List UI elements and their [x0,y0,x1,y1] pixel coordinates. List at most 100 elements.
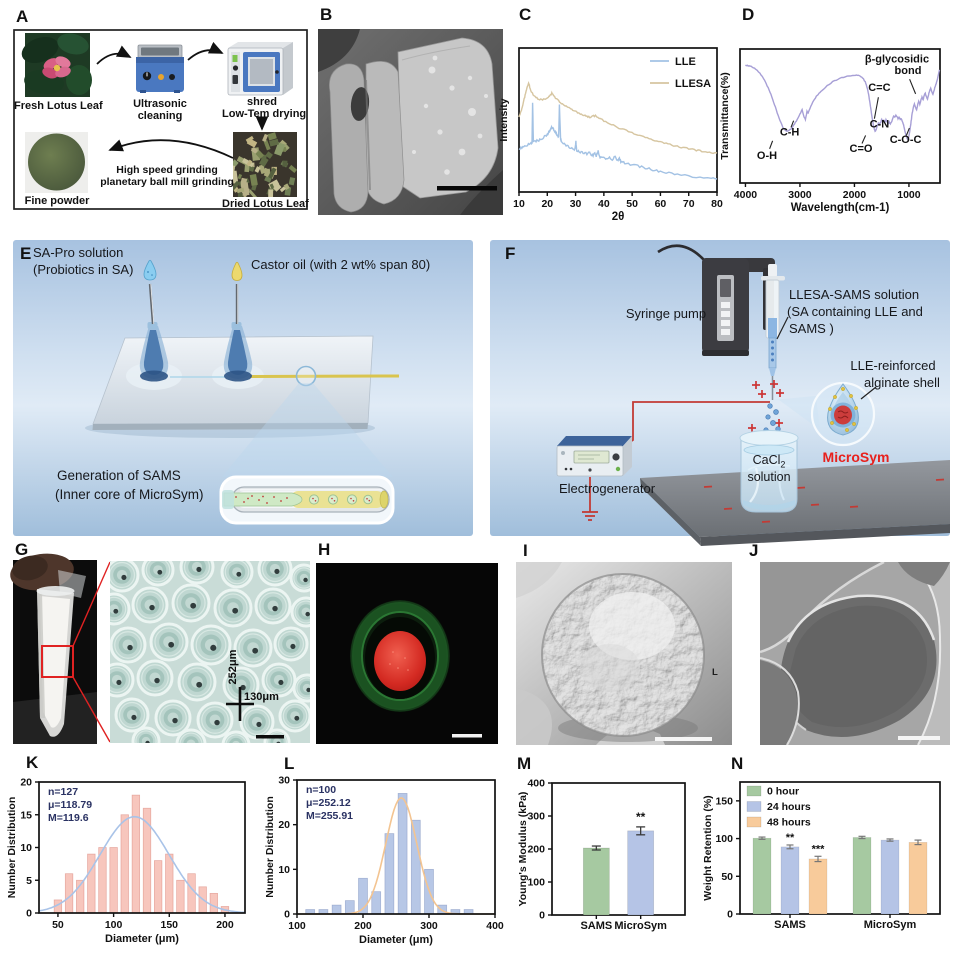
panel-label-c: C [519,5,532,24]
label-alginate-shell: alginate shell [864,375,940,390]
panel-label-m: M [517,754,532,773]
panel-label-i: I [523,541,528,560]
panel-label-j: J [749,541,759,560]
svg-text:300: 300 [527,811,545,823]
svg-text:5: 5 [26,875,32,887]
svg-text:100: 100 [527,877,545,889]
red-core [374,631,426,691]
svg-text:50: 50 [626,198,638,210]
svg-text:20: 20 [20,777,32,789]
svg-text:50: 50 [721,871,733,883]
svg-text:0 hour: 0 hour [767,786,799,798]
svg-text:400: 400 [486,920,504,932]
svg-text:Weight Retention (%): Weight Retention (%) [702,795,714,900]
svg-text:70: 70 [683,198,695,210]
svg-text:10: 10 [278,864,290,876]
label-probiotics-in-sa: (Probiotics in SA) [33,262,134,277]
caption-cleaning: cleaning [137,110,183,122]
annotation-outer-diameter: 252μm [227,649,239,685]
svg-text:***: *** [812,843,826,855]
svg-text:C-H: C-H [780,126,800,138]
caption-shred: shred [247,96,277,108]
label-llesa-sams-3: SAMS ) [789,321,834,336]
panel-f-diagram [490,240,950,546]
svg-text:bond: bond [895,65,922,77]
minus-charges [703,478,945,523]
svg-text:2000: 2000 [843,189,867,201]
svg-text:MicroSym: MicroSym [864,919,917,931]
label-electrogenerator: Electrogenerator [558,481,656,496]
fresh-lotus-leaf-photo [21,33,92,97]
svg-text:C=O: C=O [850,143,873,155]
svg-text:n=100: n=100 [306,784,336,796]
caption-grinding-1: High speed grinding [116,164,218,176]
svg-text:MicroSym: MicroSym [614,920,667,932]
svg-text:48 hours: 48 hours [767,817,811,829]
magnifier-circle-icon [295,365,317,387]
label-sa-pro-solution: SA-Pro solution [33,245,124,260]
svg-text:Diameter (μm): Diameter (μm) [105,933,179,945]
ultrasonic-cleaner-icon [136,44,184,93]
needle-castor-oil [223,261,253,382]
label-generation-of-sams: Generation of SAMS [57,468,181,483]
caption-dried-lotus-leaf: Dried Lotus Leaf [222,198,309,210]
beaker-icon [739,430,799,513]
syringe-plunger [768,264,777,277]
svg-text:C-O-C: C-O-C [890,134,922,146]
svg-text:80: 80 [711,198,723,210]
svg-text:**: ** [636,810,646,824]
label-inner-core: (Inner core of MicroSym) [55,487,204,502]
svg-text:150: 150 [161,919,179,931]
svg-text:SAMS: SAMS [774,919,806,931]
label-syringe-pump: Syringe pump [625,306,707,321]
electrogenerator-icon [556,436,632,477]
panel-label-f: F [505,244,516,263]
panel-label-a: A [16,7,29,26]
svg-text:30: 30 [570,198,582,210]
panel-label-g: G [15,540,29,559]
svg-text:Transmittance(%): Transmittance(%) [719,72,731,160]
svg-text:1000: 1000 [897,189,921,201]
svg-text:200: 200 [216,919,234,931]
panel-label-e: E [20,244,32,263]
yellow-droplet-icon [231,261,243,281]
svg-text:20: 20 [278,819,290,831]
caption-grinding-2: planetary ball mill grinding [100,176,234,188]
svg-text:400: 400 [527,778,545,790]
svg-text:β-glycosidic: β-glycosidic [865,53,929,65]
svg-text:20: 20 [541,198,553,210]
svg-text:Wavelength(cm-1): Wavelength(cm-1) [791,202,890,214]
svg-text:μ=118.79: μ=118.79 [48,799,92,811]
panel-a-flow-diagram [13,29,308,210]
zoom-region-box [41,645,74,678]
svg-text:M=119.6: M=119.6 [48,812,89,824]
svg-text:30: 30 [278,775,290,787]
svg-text:2θ: 2θ [612,211,625,223]
svg-text:150: 150 [715,795,733,807]
annotation-inner-diameter: 130μm [244,691,279,703]
microsym-capsule-illustration [827,383,859,436]
svg-text:200: 200 [354,920,372,932]
svg-text:Number Distribution: Number Distribution [6,797,18,899]
syringe-pump-icon [657,244,785,400]
svg-text:0: 0 [284,909,290,921]
caption-ultrasonic: Ultrasonic [133,98,187,110]
svg-text:10: 10 [20,842,32,854]
panel-j-sem-porous [760,562,950,745]
svg-text:15: 15 [20,809,32,821]
panel-label-d: D [742,5,755,24]
caption-fine-powder: Fine powder [24,195,90,207]
scale-bar [452,734,482,738]
fine-powder-photo [25,132,88,193]
svg-text:4000: 4000 [734,189,758,201]
svg-text:Intensity: Intensity [498,98,510,141]
svg-text:100: 100 [288,920,306,932]
svg-text:10: 10 [513,198,525,210]
panel-g-photo-and-micrograph [10,553,310,744]
sams-inset [219,475,395,525]
label-cacl2: CaCl2 [739,453,799,470]
panel-e-diagram [13,240,473,536]
